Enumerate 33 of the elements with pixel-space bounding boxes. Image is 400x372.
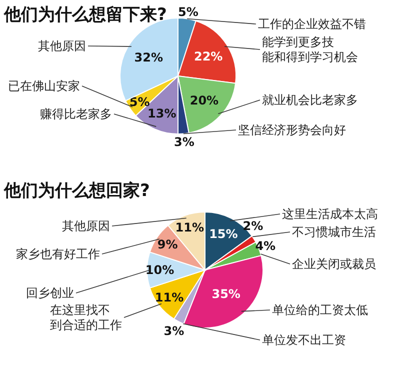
slice-label: 坚信经济形势会向好 [238, 123, 346, 137]
data-label: 9% [157, 238, 178, 252]
data-label: 20% [190, 94, 219, 108]
slice-label: 就业机会比老家多 [262, 93, 358, 107]
data-label: 15% [209, 226, 238, 241]
slice-label: 其他原因 [62, 219, 110, 233]
slice-label: 这里生活成本太高 [282, 207, 378, 221]
data-label: 10% [145, 263, 174, 277]
slice-label: 其他原因 [38, 39, 86, 53]
data-label: 35% [212, 286, 240, 301]
slice-label: 单位发不出工资 [262, 333, 346, 347]
data-label: 11% [175, 220, 204, 234]
data-label: 22% [194, 50, 223, 64]
slice-label: 已在佛山安家 [8, 79, 80, 93]
data-label: 11% [154, 290, 184, 305]
data-label: 3% [164, 324, 184, 338]
data-label: 5% [178, 4, 198, 19]
slice-label: 赚得比老家多 [40, 107, 112, 121]
chart-title: 他们为什么想回家? [3, 181, 150, 201]
slice-label: 不习惯城市生活 [292, 225, 376, 239]
slice-label: 企业关闭或裁员 [292, 257, 376, 271]
data-label: 13% [148, 106, 176, 120]
slice-label: 单位给的工资太低 [272, 303, 368, 317]
slice-label: 在这里找不到合适的工作 [50, 303, 122, 332]
data-label: 32% [134, 50, 163, 64]
slice-label: 回乡创业 [26, 286, 74, 300]
slice-label: 家乡也有好工作 [16, 247, 100, 261]
data-label: 5% [129, 95, 150, 110]
data-label: 3% [174, 134, 194, 149]
slice-label: 工作的企业效益不错 [258, 17, 366, 31]
chart-title: 他们为什么想留下来? [3, 5, 167, 25]
slice-label: 能学到更多技能和得到学习机会 [262, 35, 358, 64]
data-label: 2% [242, 219, 264, 234]
